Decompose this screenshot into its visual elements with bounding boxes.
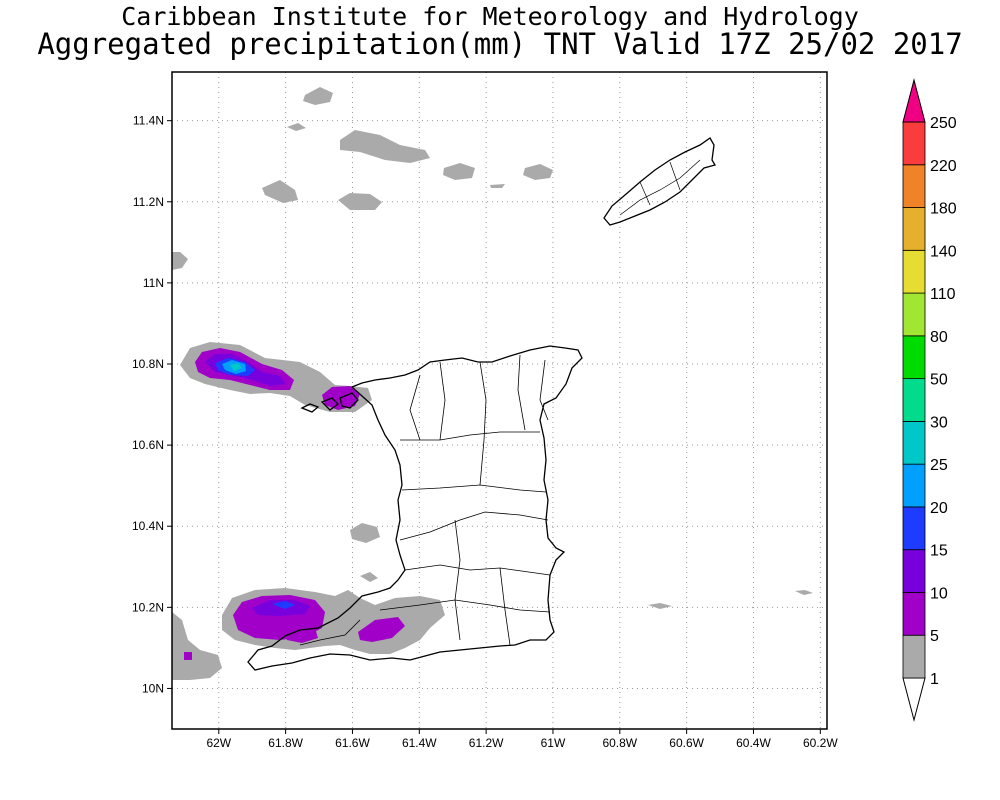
trinidad-coastline [247,345,583,671]
lon-tick-label: 61.4W [402,736,437,750]
coastline [247,137,716,671]
colorbar-band [902,335,926,380]
colorbar-label: 250 [930,115,957,132]
lat-tick-label: 10.2N [132,600,164,614]
lat-tick-label: 10.6N [132,438,164,452]
colorbar-over-triangle [902,78,926,123]
colorbar-label: 5 [930,628,939,645]
colorbar-band [902,378,926,422]
colorbar-label: 110 [930,286,956,303]
lon-tick-label: 60.8W [602,736,637,750]
colorbar-band [902,592,926,636]
colorbar-label: 220 [930,158,957,175]
lon-tick-label: 60.6W [669,736,704,750]
colorbar-band [902,164,926,208]
lat-tick-labels: 10N 10.2N 10.4N 10.6N 10.8N 11N 11.2N 11.4N [132,114,172,695]
precip-15-20mm [215,358,295,609]
lon-tick-label: 62W [206,736,231,750]
colorbar-band [902,420,926,465]
colorbar-label: 25 [930,457,948,474]
colorbar-label: 10 [930,585,948,602]
colorbar-label: 80 [930,329,948,346]
colorbar-band [902,249,926,294]
colorbar-band [902,207,926,251]
colorbar-label: 1 [930,671,939,688]
colorbar-label: 20 [930,500,948,517]
tobago-coastline [603,137,716,226]
colorbar-label: 180 [930,201,957,218]
colorbar-band [902,463,926,508]
lon-tick-label: 61.8W [268,736,303,750]
lon-tick-labels: 62W 61.8W 61.6W 61.4W 61.2W 61W 60.8W 60.6W 60.4… [206,729,838,750]
map-grid [172,72,827,729]
colorbar-label: 15 [930,543,948,560]
lat-tick-label: 10N [142,681,164,695]
lat-tick-label: 10.4N [132,519,164,533]
colorbar-band [902,292,926,337]
colorbar-under-triangle [902,677,926,722]
lat-tick-label: 11N [143,276,164,290]
map-frame [171,71,828,730]
county-borders [299,354,551,646]
map-subtitle: Aggregated precipitation(mm) TNT Valid 1… [37,27,963,61]
colorbar-band [902,506,926,551]
lat-tick-label: 11.4N [133,114,164,128]
colorbar-label: 140 [930,243,957,260]
lon-tick-label: 60.4W [736,736,771,750]
colorbar-band [902,549,926,593]
precip-25-30mm [230,363,242,371]
lat-tick-label: 10.8N [132,357,164,371]
precip-field [172,87,813,680]
lon-tick-label: 60.2W [803,736,838,750]
map-title: Caribbean Institute for Meteorology and … [121,2,859,31]
colorbar-label: 30 [930,414,948,431]
colorbar-band [902,634,926,679]
lon-tick-label: 61.2W [469,736,504,750]
lon-tick-label: 61.6W [335,736,370,750]
lon-tick-label: 61W [541,736,566,750]
lat-tick-label: 11.2N [133,195,164,209]
colorbar-band [902,121,926,166]
colorbar-label: 50 [930,372,948,389]
